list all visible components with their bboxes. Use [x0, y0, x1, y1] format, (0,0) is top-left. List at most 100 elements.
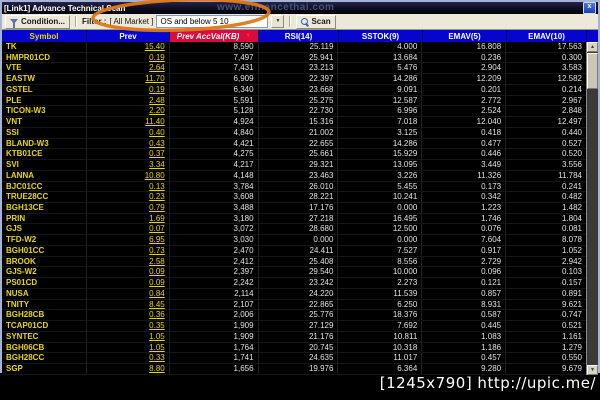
- cell-symbol[interactable]: EASTW: [2, 74, 87, 84]
- table-row[interactable]: BGH28CB 0.36 2,006 25.776 18.376 0.587 0…: [2, 310, 587, 322]
- cell-prev-link[interactable]: 1.05: [87, 342, 170, 353]
- cell-prev-link[interactable]: 10.80: [87, 170, 170, 181]
- table-row[interactable]: GJS 0.07 3,072 28.680 12.500 0.076 0.081: [2, 224, 587, 236]
- cell-prev-link[interactable]: 2.20: [87, 106, 170, 117]
- cell-prev-link[interactable]: 0.37: [87, 149, 170, 160]
- cell-symbol[interactable]: TK: [2, 42, 87, 52]
- cell-symbol[interactable]: LANNA: [2, 170, 87, 181]
- cell-symbol[interactable]: SSI: [2, 127, 87, 138]
- column-header-prev-accval[interactable]: Prev AccVal(KB) ▼: [170, 30, 259, 42]
- table-row[interactable]: HMPR01CD 0.19 7,497 25.941 13.684 0.236 …: [2, 52, 587, 64]
- condition-button[interactable]: Condition...: [5, 14, 70, 29]
- cell-prev-link[interactable]: 6.95: [87, 235, 170, 245]
- column-header-prev[interactable]: Prev: [87, 30, 170, 42]
- table-row[interactable]: GSTEL 0.19 6,340 23.668 9.091 0.201 0.21…: [2, 84, 587, 96]
- sort-filter-triangle-icon[interactable]: ▼: [245, 33, 252, 39]
- table-row[interactable]: SYNTEC 1.05 1,909 21.176 10.811 1.083 1.…: [2, 331, 587, 343]
- cell-prev-link[interactable]: 1.05: [87, 331, 170, 342]
- cell-prev-link[interactable]: 2.48: [87, 95, 170, 106]
- cell-prev-link[interactable]: 0.40: [87, 127, 170, 138]
- column-header-emav5[interactable]: EMAV(5): [423, 30, 507, 42]
- cell-prev-link[interactable]: 2.58: [87, 256, 170, 267]
- cell-symbol[interactable]: BGH01CC: [2, 245, 87, 256]
- cell-prev-link[interactable]: 8.80: [87, 364, 170, 374]
- cell-symbol[interactable]: VNT: [2, 117, 87, 127]
- cell-symbol[interactable]: TFD-W2: [2, 235, 87, 245]
- cell-prev-link[interactable]: 0.19: [87, 84, 170, 95]
- scan-button[interactable]: Scan: [296, 14, 336, 29]
- close-button[interactable]: x: [583, 2, 596, 14]
- scan-filter-combobox[interactable]: OS and below 5 10: [156, 15, 269, 28]
- table-row[interactable]: PS01CD 0.09 2,242 23.242 2.273 0.121 0.1…: [2, 278, 587, 289]
- cell-prev-link[interactable]: 0.07: [87, 224, 170, 235]
- cell-prev-link[interactable]: 0.36: [87, 310, 170, 321]
- combobox-dropdown-icon[interactable]: ▼: [271, 15, 285, 28]
- table-row[interactable]: SVI 3.34 4,217 29.321 13.095 3.449 3.556: [2, 160, 587, 171]
- cell-prev-link[interactable]: 0.09: [87, 267, 170, 278]
- scroll-up-icon[interactable]: ▲: [587, 42, 598, 52]
- table-row[interactable]: TNITY 8.45 2,107 22.865 6.250 8.931 9.62…: [2, 299, 587, 311]
- table-row[interactable]: PLE 2.48 5,591 25.275 12.587 2.772 2.967: [2, 95, 587, 107]
- table-row[interactable]: SGP 8.80 1,656 19.976 6.364 9.280 9.679: [2, 364, 587, 375]
- cell-prev-link[interactable]: 0.33: [87, 353, 170, 364]
- cell-prev-link[interactable]: 0.73: [87, 245, 170, 256]
- table-row[interactable]: BGH01CC 0.73 2,470 24.411 7.527 0.917 1.…: [2, 245, 587, 257]
- cell-prev-link[interactable]: 8.45: [87, 299, 170, 310]
- table-row[interactable]: KTB01CE 0.37 4,275 25.661 15.929 0.446 0…: [2, 149, 587, 161]
- table-row[interactable]: GJS-W2 0.09 2,397 29.540 10.000 0.096 0.…: [2, 267, 587, 279]
- table-row[interactable]: TK 15.40 8,590 25.119 4.000 16.808 17.56…: [2, 42, 587, 53]
- cell-prev-link[interactable]: 0.19: [87, 52, 170, 63]
- cell-symbol[interactable]: GJS-W2: [2, 267, 87, 278]
- cell-symbol[interactable]: BLAND-W3: [2, 138, 87, 149]
- cell-symbol[interactable]: BROOK: [2, 256, 87, 267]
- cell-prev-link[interactable]: 0.23: [87, 192, 170, 203]
- cell-prev-link[interactable]: 15.40: [87, 42, 170, 52]
- cell-prev-link[interactable]: 0.35: [87, 321, 170, 331]
- scrollbar-track[interactable]: [587, 89, 598, 365]
- cell-symbol[interactable]: HMPR01CD: [2, 52, 87, 63]
- table-row[interactable]: BROOK 2.58 2,412 25.408 8.556 2.729 2.94…: [2, 256, 587, 268]
- cell-prev-link[interactable]: 2.64: [87, 63, 170, 74]
- cell-symbol[interactable]: NUSA: [2, 288, 87, 299]
- table-row[interactable]: BGH13CE 0.79 3,488 17.176 0.000 1.223 1.…: [2, 203, 587, 214]
- table-row[interactable]: SSI 0.40 4,840 21.002 3.125 0.418 0.440: [2, 127, 587, 139]
- cell-symbol[interactable]: GSTEL: [2, 84, 87, 95]
- cell-prev-link[interactable]: 11.70: [87, 74, 170, 84]
- table-row[interactable]: TFD-W2 6.95 3,030 0.000 0.000 7.604 8.07…: [2, 235, 587, 246]
- table-row[interactable]: VTE 2.64 7,431 23.213 5.476 2.904 3.583: [2, 63, 587, 75]
- cell-prev-link[interactable]: 0.43: [87, 138, 170, 149]
- cell-symbol[interactable]: BJC01CC: [2, 181, 87, 192]
- cell-prev-link[interactable]: 1.69: [87, 213, 170, 224]
- cell-symbol[interactable]: SGP: [2, 364, 87, 374]
- cell-prev-link[interactable]: 0.79: [87, 203, 170, 213]
- table-row[interactable]: NUSA 0.84 2,114 24.220 11.539 0.857 0.89…: [2, 288, 587, 300]
- cell-prev-link[interactable]: 3.34: [87, 160, 170, 170]
- table-row[interactable]: LANNA 10.80 4,148 23.463 3.226 11.326 11…: [2, 170, 587, 182]
- column-header-sstok[interactable]: SSTOK(9): [339, 30, 423, 42]
- table-row[interactable]: BJC01CC 0.13 3,784 26.010 5.455 0.173 0.…: [2, 181, 587, 193]
- table-row[interactable]: VNT 11.40 4,924 15.316 7.018 12.040 12.4…: [2, 117, 587, 128]
- scrollbar-thumb[interactable]: [587, 53, 598, 89]
- cell-symbol[interactable]: TNITY: [2, 299, 87, 310]
- table-row[interactable]: BLAND-W3 0.43 4,421 22.655 14.286 0.477 …: [2, 138, 587, 150]
- table-row[interactable]: BGH28CC 0.33 1,741 24.635 11.017 0.457 0…: [2, 353, 587, 365]
- scroll-down-icon[interactable]: ▼: [587, 365, 598, 375]
- cell-symbol[interactable]: KTB01CE: [2, 149, 87, 160]
- cell-symbol[interactable]: TRUE28CC: [2, 192, 87, 203]
- table-row[interactable]: TCAP01CD 0.35 1,909 27.129 7.692 0.445 0…: [2, 321, 587, 332]
- cell-prev-link[interactable]: 0.13: [87, 181, 170, 192]
- cell-prev-link[interactable]: 0.84: [87, 288, 170, 299]
- column-header-symbol[interactable]: Symbol: [2, 30, 87, 42]
- cell-symbol[interactable]: PRIN: [2, 213, 87, 224]
- table-row[interactable]: BGH06CB 1.05 1,764 20.745 10.318 1.186 1…: [2, 342, 587, 354]
- cell-symbol[interactable]: PLE: [2, 95, 87, 106]
- cell-symbol[interactable]: PS01CD: [2, 278, 87, 288]
- cell-symbol[interactable]: TCAP01CD: [2, 321, 87, 331]
- cell-symbol[interactable]: GJS: [2, 224, 87, 235]
- cell-symbol[interactable]: SYNTEC: [2, 331, 87, 342]
- cell-symbol[interactable]: VTE: [2, 63, 87, 74]
- cell-symbol[interactable]: BGH06CB: [2, 342, 87, 353]
- table-row[interactable]: PRIN 1.69 3,180 27.218 16.495 1.746 1.80…: [2, 213, 587, 225]
- cell-symbol[interactable]: TICON-W3: [2, 106, 87, 117]
- column-header-emav10[interactable]: EMAV(10): [507, 30, 587, 42]
